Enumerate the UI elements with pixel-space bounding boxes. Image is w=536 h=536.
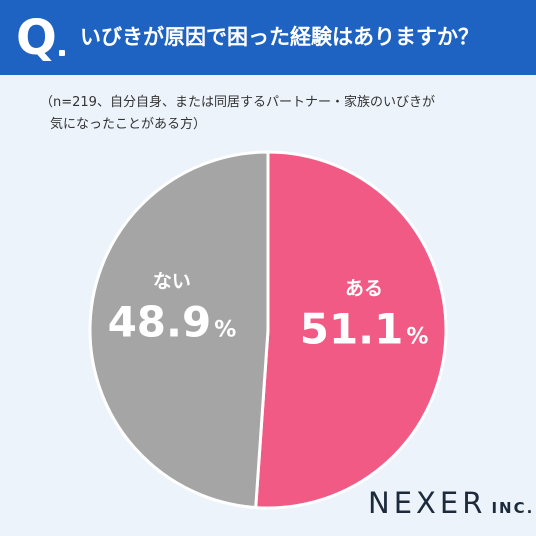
pie-slices xyxy=(88,150,448,510)
pie-labels: ある 51.1 % ない 48.9% xyxy=(108,271,429,354)
question-title: いびきが原因で困った経験はありますか？ xyxy=(80,25,479,49)
pie-slice-0 xyxy=(254,150,448,510)
pie-slice-1 xyxy=(88,150,270,510)
slice-value-label: 51.1% xyxy=(300,304,429,353)
logo-main: NEXER xyxy=(368,486,487,520)
q-dot-icon xyxy=(59,50,65,56)
survey-note-line1: （n=219、自分自身、または同居するパートナー・家族のいびきが xyxy=(40,95,435,110)
nexer-logo: NEXER INC. xyxy=(368,486,534,520)
slice-value-label: 48.9% xyxy=(108,298,237,347)
survey-note: （n=219、自分自身、または同居するパートナー・家族のいびきが 気になったこと… xyxy=(40,92,510,136)
logo-suffix: INC. xyxy=(491,499,535,517)
question-header: Q いびきが原因で困った経験はありますか？ xyxy=(0,0,536,75)
slice-category-label: ない xyxy=(153,271,191,293)
survey-note-line2: 気になったことがある方） xyxy=(50,117,207,132)
slice-category-label: ある xyxy=(345,277,383,299)
q-mark: Q xyxy=(16,10,57,66)
